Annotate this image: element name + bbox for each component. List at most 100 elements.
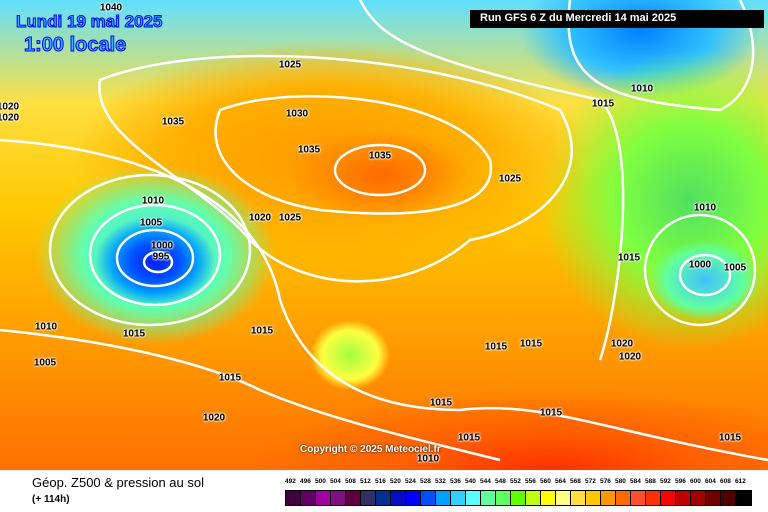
scale-tick: 552 <box>510 478 521 485</box>
scale-tick: 592 <box>660 478 671 485</box>
isobar-1000 <box>115 228 195 288</box>
isobar-995 <box>142 250 174 274</box>
scale-tick: 512 <box>360 478 371 485</box>
scale-tick: 568 <box>570 478 581 485</box>
scale-tick: 496 <box>300 478 311 485</box>
scale-swatch <box>316 491 331 505</box>
isobar-label: 1010 <box>141 195 165 207</box>
scale-swatch <box>556 491 571 505</box>
scale-tick: 580 <box>615 478 626 485</box>
scale-swatch <box>586 491 601 505</box>
color-scale: 492 496 500 504 508 512 516 520 524 528 532 536 540 5… <box>285 478 752 506</box>
legend-footer: Géop. Z500 & pression au sol (+ 114h) 49… <box>0 470 768 512</box>
isobar-label: 1000 <box>150 240 174 252</box>
scale-tick: 576 <box>600 478 611 485</box>
scale-tick: 572 <box>585 478 596 485</box>
scale-tick: 516 <box>375 478 386 485</box>
isobar-label: 1015 <box>218 372 242 384</box>
scale-swatch <box>541 491 556 505</box>
scale-tick: 504 <box>330 478 341 485</box>
scale-tick: 604 <box>705 478 716 485</box>
forecast-offset: (+ 114h) <box>32 494 70 505</box>
isobar-label: 1020 <box>0 101 20 113</box>
isobar-label: 1025 <box>278 59 302 71</box>
scale-tick: 584 <box>630 478 641 485</box>
isobar-label: 1000 <box>688 259 712 271</box>
isobar-label: 995 <box>152 251 170 263</box>
isobar-label: 1020 <box>0 112 20 124</box>
scale-tick: 556 <box>525 478 536 485</box>
isobar-label: 1010 <box>630 83 654 95</box>
isobar-label: 1035 <box>161 116 185 128</box>
scale-swatch <box>571 491 586 505</box>
isobar-1005 <box>88 203 222 307</box>
isobar-label: 1025 <box>278 212 302 224</box>
scale-tick: 508 <box>345 478 356 485</box>
isobar-north-1010 <box>567 0 755 112</box>
isobar-label: 1010 <box>34 321 58 333</box>
map-title: Géop. Z500 & pression au sol <box>32 475 204 490</box>
local-time: 1:00 locale <box>23 34 127 57</box>
scale-swatch <box>331 491 346 505</box>
isobar-label: 1015 <box>484 341 508 353</box>
scale-swatch <box>511 491 526 505</box>
isobar-label: 1015 <box>539 407 563 419</box>
scale-swatch <box>421 491 436 505</box>
scale-swatch <box>481 491 496 505</box>
scale-tick: 548 <box>495 478 506 485</box>
scale-swatch <box>721 491 736 505</box>
scale-swatch <box>661 491 676 505</box>
scale-tick: 540 <box>465 478 476 485</box>
isobar-label: 1030 <box>285 108 309 120</box>
isobar-label: 1015 <box>718 432 742 444</box>
scale-swatch <box>691 491 706 505</box>
scale-tick: 612 <box>735 478 746 485</box>
isobar-label: 1015 <box>250 325 274 337</box>
copyright: Copyright © 2025 Meteociel.fr <box>300 444 441 455</box>
isobar-1015-east <box>358 0 625 361</box>
scale-tick: 528 <box>420 478 431 485</box>
scale-swatch <box>376 491 391 505</box>
isobar-1010 <box>48 173 252 327</box>
scale-tick: 500 <box>315 478 326 485</box>
scale-tick: 564 <box>555 478 566 485</box>
valid-date: Lundi 19 mai 2025 <box>15 12 163 32</box>
isobar-1025 <box>98 54 573 283</box>
isobar-1020 <box>0 328 501 462</box>
scale-swatch <box>466 491 481 505</box>
scale-tick: 524 <box>405 478 416 485</box>
isobar-1015 <box>0 138 768 462</box>
isobar-label: 1005 <box>33 357 57 369</box>
weather-map: 1040 1025 1035 1030 1035 1035 1015 1010 1025 1010… <box>0 0 768 470</box>
scale-swatch <box>706 491 721 505</box>
scale-swatch <box>616 491 631 505</box>
scale-tick: 588 <box>645 478 656 485</box>
isobar-label: 1015 <box>519 338 543 350</box>
scale-swatch <box>736 491 751 505</box>
scale-swatch <box>451 491 466 505</box>
scale-swatch <box>391 491 406 505</box>
isobar-label: 1010 <box>693 202 717 214</box>
isobar-label: 1020 <box>618 351 642 363</box>
isobar-label: 1040 <box>99 2 123 14</box>
isobar-label: 1010 <box>416 453 440 465</box>
isobar-label: 1020 <box>202 412 226 424</box>
isobar-label: 1015 <box>591 98 615 110</box>
isobar-lines <box>0 0 768 470</box>
scale-tick: 608 <box>720 478 731 485</box>
scale-swatch <box>301 491 316 505</box>
isobar-label: 1015 <box>429 397 453 409</box>
scale-swatch <box>496 491 511 505</box>
isobar-1035 <box>333 143 427 197</box>
isobar-label: 1020 <box>610 338 634 350</box>
scale-swatch <box>436 491 451 505</box>
isobar-label: 1035 <box>297 144 321 156</box>
isobar-label: 1025 <box>498 173 522 185</box>
scale-swatch <box>676 491 691 505</box>
scale-swatch <box>601 491 616 505</box>
scale-tick: 544 <box>480 478 491 485</box>
isobar-label: 1005 <box>139 217 163 229</box>
scale-tick: 492 <box>285 478 296 485</box>
scale-tick: 596 <box>675 478 686 485</box>
scale-tick: 600 <box>690 478 701 485</box>
